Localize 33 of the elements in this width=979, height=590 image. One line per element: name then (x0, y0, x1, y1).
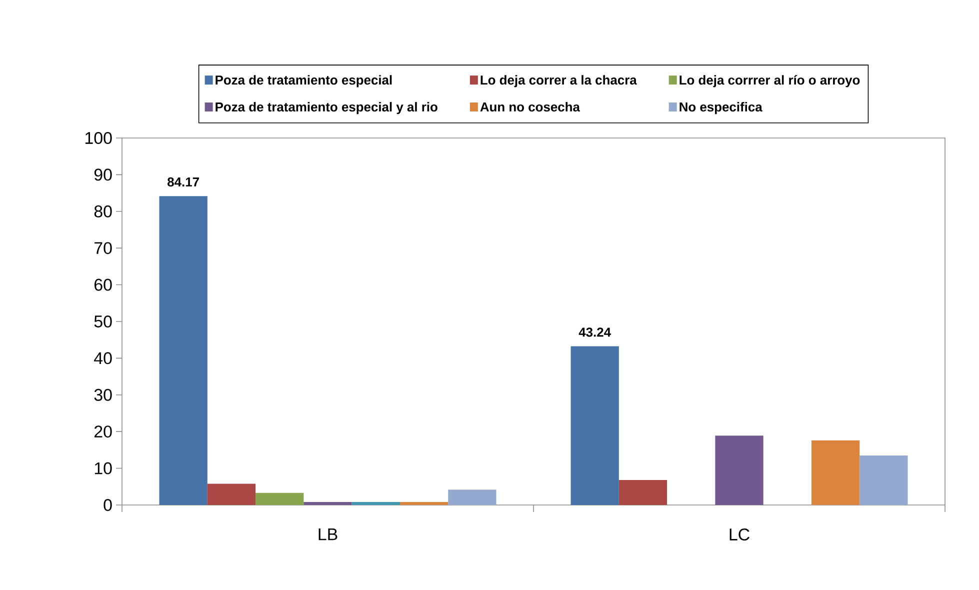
y-tick-label: 80 (94, 205, 112, 218)
y-tick-label: 40 (94, 352, 112, 364)
y-tick-label: 100 (86, 132, 112, 144)
legend-label: Poza de tratamiento especial (216, 75, 392, 88)
bar (400, 502, 448, 505)
legend-label: No especifica (680, 102, 762, 114)
y-tick-label: 60 (94, 278, 112, 291)
data-label: 43.24 (578, 328, 611, 337)
bar (448, 490, 496, 505)
y-tick-label: 50 (94, 315, 112, 328)
y-tick-label: 90 (94, 168, 112, 181)
bar (304, 502, 352, 505)
bar (207, 484, 256, 505)
y-tick-label: 20 (94, 426, 112, 438)
legend-label: Poza de tratamiento especial y al rio (216, 102, 438, 114)
bar (715, 436, 764, 505)
y-tick-label: 70 (94, 242, 112, 254)
x-tick-label: LB (318, 528, 338, 540)
bar (811, 440, 860, 505)
y-tick-label: 10 (94, 462, 112, 474)
legend-label: Aun no cosecha (480, 102, 580, 112)
x-tick-label: LC (730, 528, 750, 541)
bar (159, 196, 208, 505)
bar (570, 346, 619, 505)
y-tick-label: 30 (94, 388, 112, 401)
y-tick-label: 0 (104, 498, 112, 511)
bar (352, 502, 400, 505)
data-label: 84.17 (168, 177, 199, 187)
legend-label: Lo deja correr a la chacra (480, 75, 637, 88)
bar (256, 492, 304, 505)
bar (860, 455, 908, 505)
legend-label: Lo deja corrrer al río o arroyo (680, 75, 860, 88)
bar (618, 480, 668, 505)
